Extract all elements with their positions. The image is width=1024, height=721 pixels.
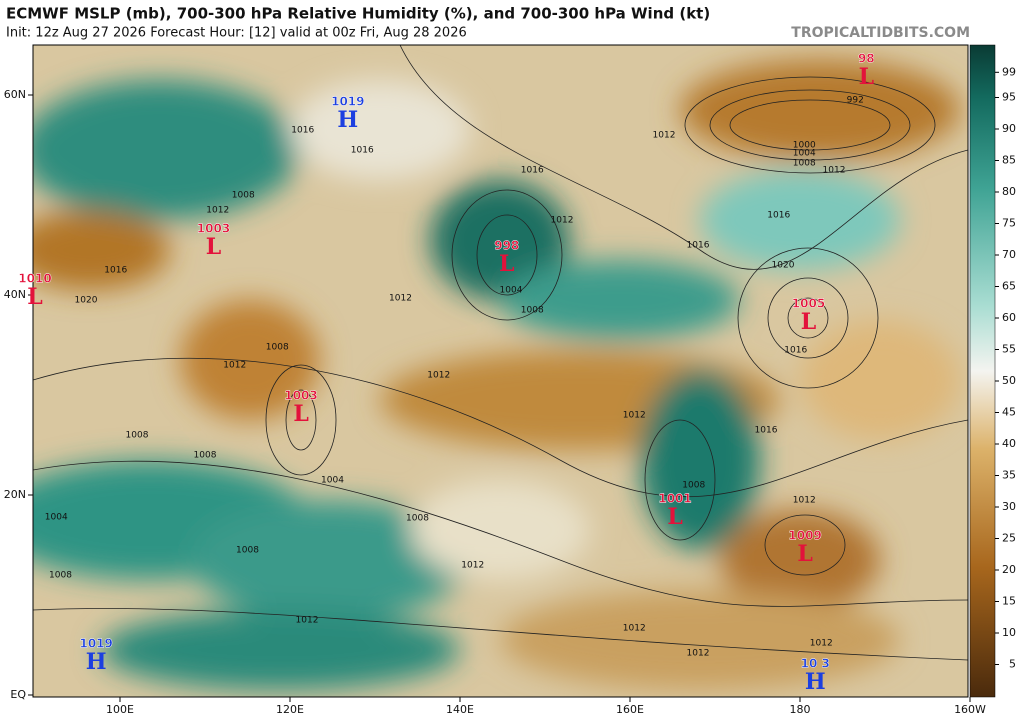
colorbar-label: 95 [1002, 91, 1016, 104]
pressure-value: 10 3 [801, 657, 830, 671]
colorbar-label: 75 [1002, 217, 1016, 230]
isobar-label: 1012 [461, 561, 484, 571]
lat-label: 60N [4, 88, 26, 101]
colorbar-label: 15 [1002, 595, 1016, 608]
pressure-value: 1003 [197, 222, 230, 236]
isobar-label: 1008 [266, 343, 289, 353]
pressure-value: 998 [494, 239, 519, 253]
pressure-center: L [499, 251, 514, 277]
lat-label: 20N [4, 488, 26, 501]
isobar-label: 1016 [687, 241, 710, 251]
pressure-value: 1001 [658, 492, 691, 506]
isobar-label: 1012 [296, 616, 319, 626]
isobar-label: 1012 [551, 216, 574, 226]
isobar-label: 1008 [126, 431, 149, 441]
lon-label: 100E [106, 703, 134, 716]
isobar-label: 1016 [291, 126, 314, 136]
lon-label: 140E [446, 703, 474, 716]
isobar-label: 1008 [682, 481, 705, 491]
isobar-label: 1012 [623, 411, 646, 421]
isobar-label: 1012 [823, 166, 846, 176]
isobar-label: 1012 [223, 361, 246, 371]
pressure-center: L [27, 284, 42, 310]
isobar-label: 1008 [194, 451, 217, 461]
colorbar-label: 80 [1002, 185, 1016, 198]
isobar-label: 1004 [45, 513, 68, 523]
isobar-label: 1008 [521, 306, 544, 316]
isobar-label: 1004 [321, 476, 344, 486]
colorbar-label: 10 [1002, 626, 1016, 639]
isobar-label: 1012 [623, 624, 646, 634]
pressure-center: L [801, 309, 816, 335]
colorbar-label: 40 [1002, 437, 1016, 450]
lat-label: 40N [4, 288, 26, 301]
isobar-label: 1008 [793, 159, 816, 169]
pressure-center: L [797, 541, 812, 567]
isobar-label: 1016 [767, 211, 790, 221]
map-frame [32, 44, 969, 698]
colorbar-label: 30 [1002, 500, 1016, 513]
isobar-label: 1008 [232, 191, 255, 201]
colorbar-label: 99 [1002, 65, 1016, 78]
colorbar-label: 20 [1002, 563, 1016, 576]
isobar-label: 1004 [793, 149, 816, 159]
colorbar-label: 60 [1002, 311, 1016, 324]
isobar-label: 1016 [755, 426, 778, 436]
isobar-label: 1020 [772, 261, 795, 271]
lat-label: EQ [10, 688, 26, 701]
subtitle: Init: 12z Aug 27 2026 Forecast Hour: [12… [6, 26, 467, 41]
pressure-value: 1003 [284, 389, 317, 403]
colorbar-label: 5 [1009, 658, 1016, 671]
isobar-label: 1012 [653, 131, 676, 141]
colorbar-label: 85 [1002, 154, 1016, 167]
isobar-label: 1012 [427, 371, 450, 381]
pressure-value: 1010 [18, 272, 51, 286]
title: ECMWF MSLP (mb), 700-300 hPa Relative Hu… [6, 5, 710, 23]
isobar-label: 1008 [49, 571, 72, 581]
colorbar-label: 90 [1002, 122, 1016, 135]
lon-label: 160W [954, 703, 986, 716]
isobar-label: 1012 [389, 294, 412, 304]
lon-label: 180 [790, 703, 811, 716]
brand: TROPICALTIDBITS.COM [791, 25, 970, 41]
colorbar-label: 55 [1002, 343, 1016, 356]
pressure-value: 98 [858, 52, 875, 66]
colorbar-label: 45 [1002, 406, 1016, 419]
pressure-center: H [86, 649, 107, 675]
isobar-label: 1004 [500, 286, 523, 296]
pressure-value: 1005 [792, 297, 825, 311]
pressure-center: L [293, 401, 308, 427]
humidity-field [33, 45, 968, 697]
isobar-label: 1016 [521, 166, 544, 176]
pressure-center: L [206, 234, 221, 260]
colorbar-label: 65 [1002, 280, 1016, 293]
pressure-value: 1019 [79, 637, 112, 651]
isobar-label: 1000 [793, 141, 816, 151]
pressure-value: 1019 [331, 95, 364, 109]
lon-label: 160E [616, 703, 644, 716]
colorbar-label: 35 [1002, 469, 1016, 482]
colorbar-label: 50 [1002, 374, 1016, 387]
isobar-label: 1012 [687, 649, 710, 659]
pressure-center: L [667, 504, 682, 530]
isobar-label: 992 [847, 96, 864, 106]
isobar-label: 1008 [406, 514, 429, 524]
isobar-label: 1012 [810, 639, 833, 649]
isobar-label: 1012 [793, 496, 816, 506]
isobar-label: 1012 [206, 206, 229, 216]
pressure-center: H [805, 669, 826, 695]
isobar-label: 1008 [236, 546, 259, 556]
pressure-value: 1009 [788, 529, 821, 543]
isobar-label: 1016 [784, 346, 807, 356]
pressure-center: L [859, 64, 874, 90]
isobar-label: 1016 [104, 266, 127, 276]
pressure-center: H [337, 107, 358, 133]
isobar-label: 1016 [351, 146, 374, 156]
colorbar-label: 25 [1002, 532, 1016, 545]
colorbar [969, 44, 996, 698]
lon-label: 120E [276, 703, 304, 716]
isobar-label: 1020 [75, 296, 98, 306]
colorbar-label: 70 [1002, 248, 1016, 261]
